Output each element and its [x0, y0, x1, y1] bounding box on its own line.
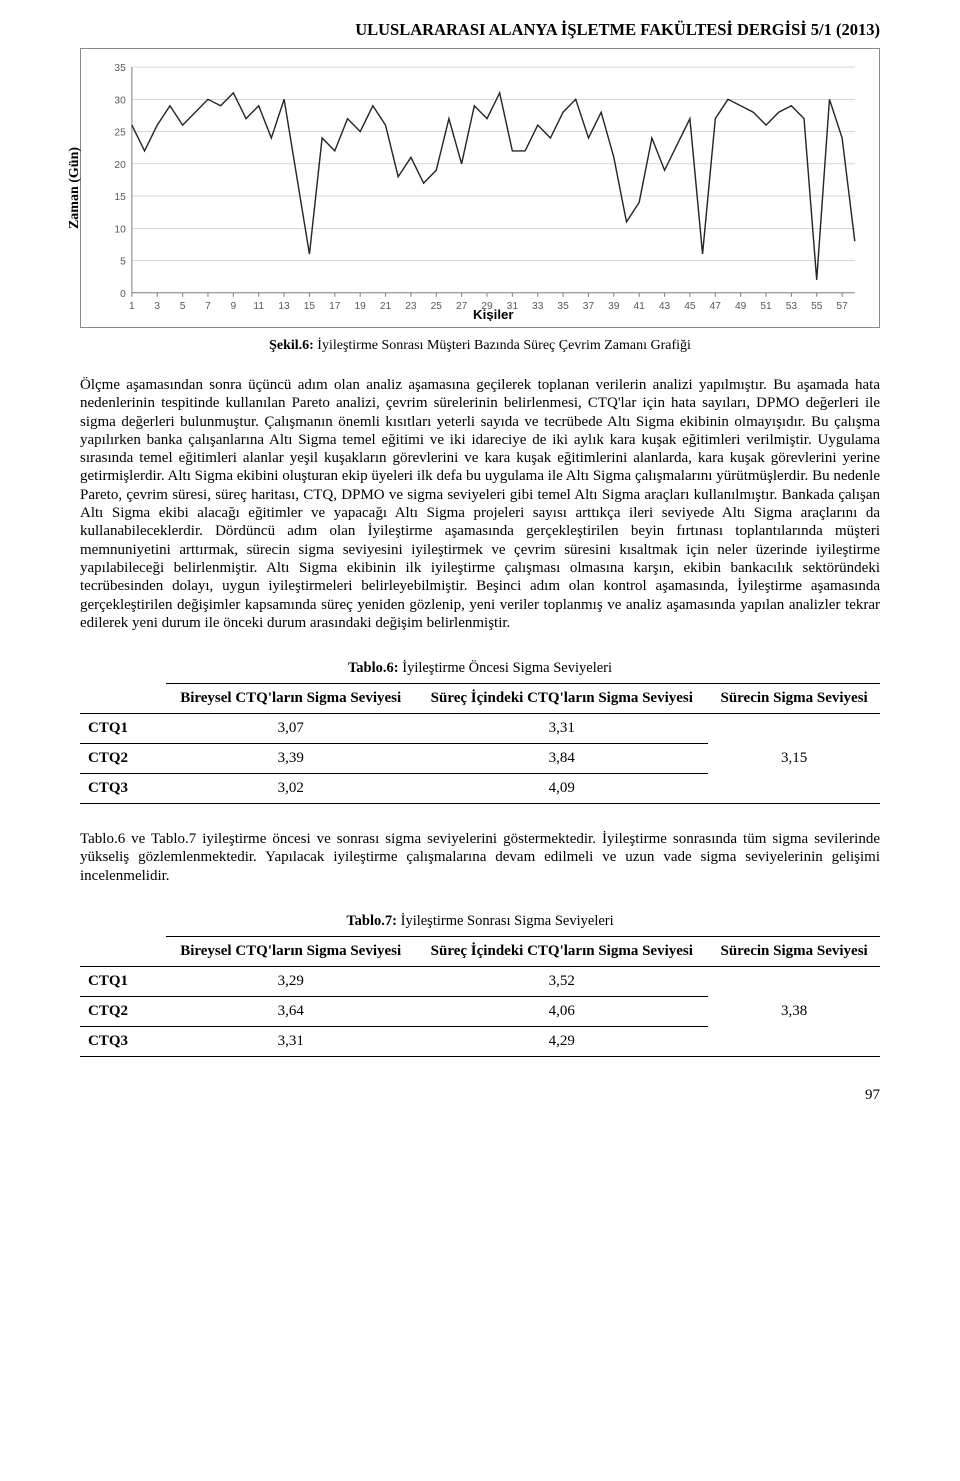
col-header: Süreç İçindeki CTQ'ların Sigma Seviyesi — [415, 684, 708, 714]
col-header: Bireysel CTQ'ların Sigma Seviyesi — [166, 937, 415, 967]
row-label: CTQ2 — [80, 997, 166, 1027]
svg-text:27: 27 — [456, 301, 468, 312]
svg-text:45: 45 — [684, 301, 696, 312]
svg-text:0: 0 — [120, 289, 126, 300]
table-row: Bireysel CTQ'ların Sigma Seviyesi Süreç … — [80, 937, 880, 967]
svg-text:41: 41 — [634, 301, 646, 312]
svg-text:7: 7 — [205, 301, 211, 312]
svg-text:30: 30 — [114, 95, 126, 106]
chart-line-zaman-kisiler: Zaman (Gün) 0510152025303513579111315171… — [80, 48, 880, 328]
body-paragraph-1: Ölçme aşamasından sonra üçüncü adım olan… — [80, 376, 880, 632]
svg-text:53: 53 — [786, 301, 798, 312]
row-label: CTQ2 — [80, 744, 166, 774]
table-corner — [80, 937, 166, 967]
cell: 3,02 — [166, 774, 415, 804]
chart-caption-label: Şekil.6: — [269, 338, 314, 353]
row-label: CTQ3 — [80, 1027, 166, 1057]
svg-text:33: 33 — [532, 301, 544, 312]
svg-text:21: 21 — [380, 301, 392, 312]
table6-caption-label: Tablo.6: — [348, 660, 399, 676]
journal-header: ULUSLARARASI ALANYA İŞLETME FAKÜLTESİ DE… — [80, 20, 880, 40]
svg-text:5: 5 — [180, 301, 186, 312]
svg-text:43: 43 — [659, 301, 671, 312]
cell: 4,06 — [415, 997, 708, 1027]
svg-text:19: 19 — [355, 301, 367, 312]
cell: 3,07 — [166, 714, 415, 744]
cell: 3,29 — [166, 967, 415, 997]
cell: 4,29 — [415, 1027, 708, 1057]
col-header: Sürecin Sigma Seviyesi — [708, 684, 880, 714]
chart-caption: Şekil.6: İyileştirme Sonrası Müşteri Baz… — [80, 338, 880, 354]
svg-text:17: 17 — [329, 301, 341, 312]
table7-caption-label: Tablo.7: — [346, 913, 397, 929]
page-container: ULUSLARARASI ALANYA İŞLETME FAKÜLTESİ DE… — [0, 0, 960, 1144]
cell: 3,84 — [415, 744, 708, 774]
svg-text:57: 57 — [836, 301, 848, 312]
svg-text:25: 25 — [114, 128, 126, 139]
cell: 4,09 — [415, 774, 708, 804]
svg-text:55: 55 — [811, 301, 823, 312]
chart-caption-text: İyileştirme Sonrası Müşteri Bazında Süre… — [314, 338, 691, 353]
svg-text:47: 47 — [710, 301, 722, 312]
svg-text:35: 35 — [114, 63, 126, 74]
table7: Bireysel CTQ'ların Sigma Seviyesi Süreç … — [80, 936, 880, 1057]
cell: 3,31 — [166, 1027, 415, 1057]
svg-text:35: 35 — [557, 301, 569, 312]
row-label: CTQ1 — [80, 714, 166, 744]
svg-text:11: 11 — [253, 301, 264, 312]
col-header: Sürecin Sigma Seviyesi — [708, 937, 880, 967]
svg-text:37: 37 — [583, 301, 595, 312]
table6-caption: Tablo.6: İyileştirme Öncesi Sigma Seviye… — [80, 660, 880, 677]
col-header: Bireysel CTQ'ların Sigma Seviyesi — [166, 684, 415, 714]
row-label: CTQ1 — [80, 967, 166, 997]
table7-caption: Tablo.7: İyileştirme Sonrası Sigma Seviy… — [80, 913, 880, 930]
chart-svg: 0510152025303513579111315171921232527293… — [89, 59, 865, 321]
svg-text:51: 51 — [760, 301, 772, 312]
svg-text:Kişiler: Kişiler — [473, 307, 514, 321]
table7-caption-text: İyileştirme Sonrası Sigma Seviyeleri — [397, 913, 614, 929]
svg-text:1: 1 — [129, 301, 135, 312]
svg-text:25: 25 — [431, 301, 443, 312]
cell: 3,52 — [415, 967, 708, 997]
col-header: Süreç İçindeki CTQ'ların Sigma Seviyesi — [415, 937, 708, 967]
cell: 3,64 — [166, 997, 415, 1027]
svg-text:13: 13 — [278, 301, 290, 312]
svg-text:20: 20 — [114, 160, 126, 171]
table-row: Bireysel CTQ'ların Sigma Seviyesi Süreç … — [80, 684, 880, 714]
cell: 3,39 — [166, 744, 415, 774]
svg-text:23: 23 — [405, 301, 417, 312]
table6: Bireysel CTQ'ların Sigma Seviyesi Süreç … — [80, 683, 880, 804]
cell: 3,31 — [415, 714, 708, 744]
table-row: CTQ1 3,07 3,31 3,15 — [80, 714, 880, 744]
cell-process-sigma: 3,38 — [708, 967, 880, 1057]
table-corner — [80, 684, 166, 714]
svg-text:3: 3 — [154, 301, 160, 312]
table-row: CTQ1 3,29 3,52 3,38 — [80, 967, 880, 997]
svg-text:10: 10 — [114, 224, 126, 235]
table6-caption-text: İyileştirme Öncesi Sigma Seviyeleri — [399, 660, 612, 676]
svg-text:49: 49 — [735, 301, 747, 312]
svg-text:15: 15 — [304, 301, 316, 312]
page-number: 97 — [80, 1087, 880, 1104]
svg-text:5: 5 — [120, 257, 126, 268]
row-label: CTQ3 — [80, 774, 166, 804]
y-axis-label: Zaman (Gün) — [67, 147, 83, 229]
svg-text:39: 39 — [608, 301, 620, 312]
svg-text:15: 15 — [114, 192, 126, 203]
cell-process-sigma: 3,15 — [708, 714, 880, 804]
svg-text:9: 9 — [231, 301, 237, 312]
body-paragraph-2: Tablo.6 ve Tablo.7 iyileştirme öncesi ve… — [80, 830, 880, 885]
